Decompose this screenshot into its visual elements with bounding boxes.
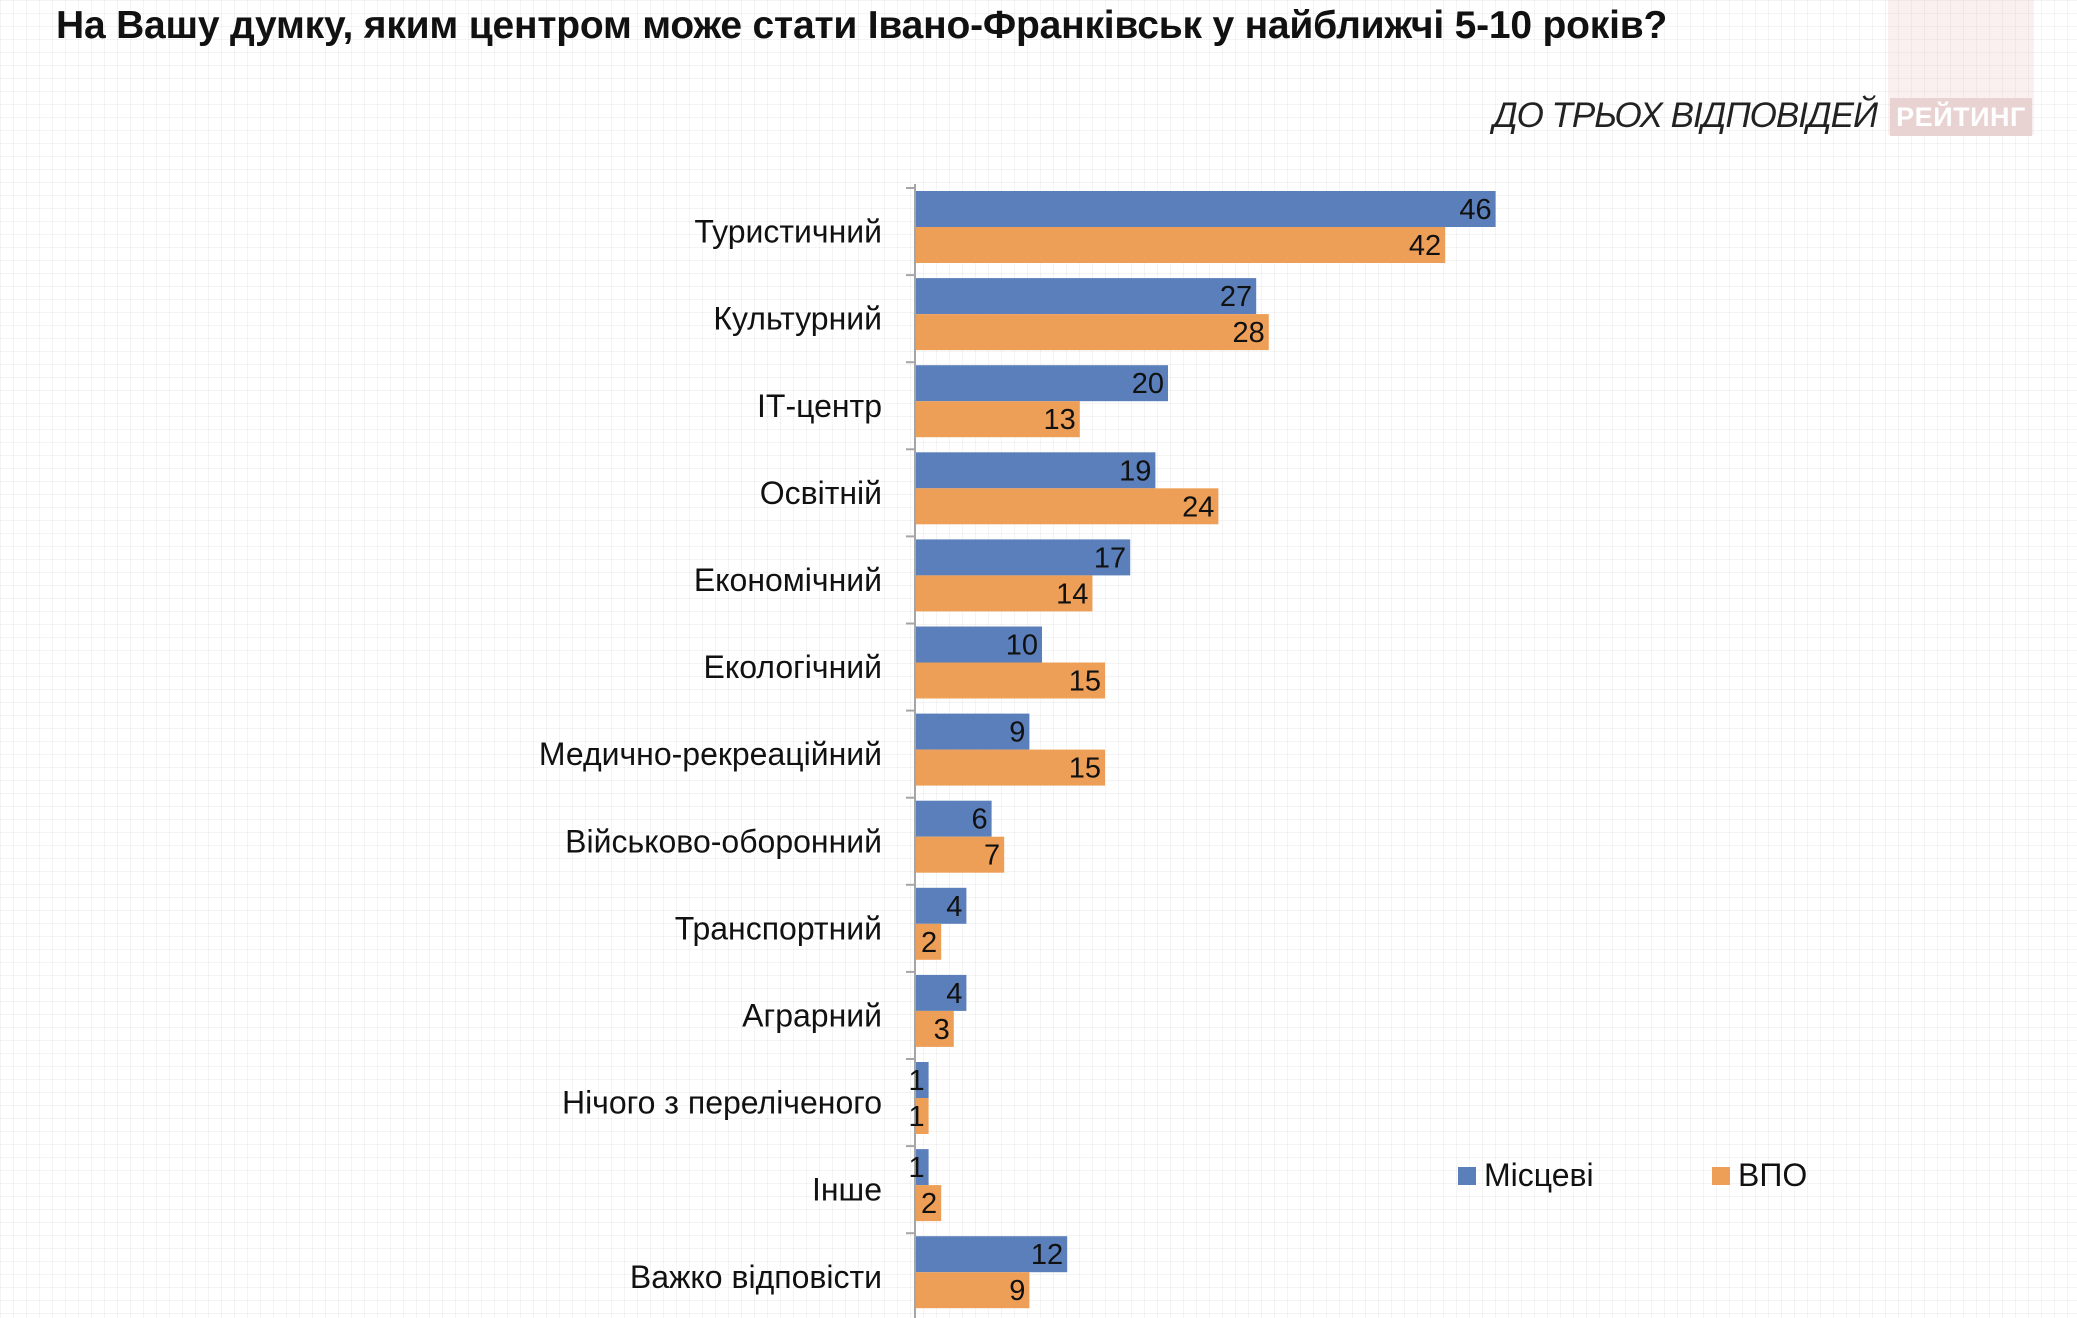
- data-label: 15: [1069, 666, 1101, 698]
- bar-idp: [916, 923, 942, 960]
- data-label: 24: [1182, 491, 1214, 523]
- data-label: 7: [984, 840, 1000, 872]
- bar-idp: [916, 227, 1446, 263]
- bar-local: [916, 539, 1131, 576]
- bar-local: [916, 191, 1496, 227]
- data-label: 42: [1409, 230, 1441, 262]
- legend-swatch-idp: [1712, 1167, 1730, 1185]
- logo-watermark: РЕЙТИНГ: [1890, 98, 2032, 136]
- data-label: 4: [946, 891, 962, 923]
- data-label: 19: [1119, 455, 1151, 487]
- bar-idp: [916, 1272, 1030, 1309]
- bar-local: [916, 626, 1042, 663]
- category-label: Туристичний: [694, 214, 882, 250]
- category-label: Медично-рекреаційний: [539, 736, 882, 772]
- category-label: Освітній: [760, 475, 882, 511]
- bar-local: [916, 713, 1030, 750]
- bar-idp: [916, 575, 1093, 612]
- data-label: 1: [908, 1101, 924, 1133]
- data-label: 46: [1459, 194, 1491, 226]
- bar-idp: [916, 1185, 942, 1222]
- category-label: Аграрний: [742, 997, 882, 1033]
- data-label: 14: [1056, 578, 1088, 610]
- legend-label-local: Місцеві: [1484, 1157, 1594, 1193]
- data-label: 13: [1044, 404, 1076, 436]
- bar-idp: [916, 488, 1219, 525]
- category-label: Економічний: [694, 562, 882, 598]
- bar-local: [916, 974, 967, 1011]
- bar-idp: [916, 662, 1105, 699]
- bar-idp: [916, 1098, 929, 1134]
- category-label: Культурний: [713, 301, 882, 337]
- data-label: 17: [1094, 542, 1126, 574]
- bar-local: [916, 1149, 929, 1186]
- legend-label-idp: ВПО: [1738, 1157, 1807, 1193]
- bar-idp: [916, 401, 1080, 438]
- category-label: Екологічний: [704, 649, 883, 685]
- data-label: 2: [921, 927, 937, 959]
- data-label: 12: [1031, 1239, 1063, 1271]
- bar-local: [916, 887, 967, 924]
- bar-idp: [916, 1010, 954, 1047]
- data-label: 9: [1009, 717, 1025, 749]
- category-label: Важко відповісти: [630, 1259, 882, 1295]
- data-label: 20: [1132, 368, 1164, 400]
- category-label: ІТ-центр: [757, 388, 882, 424]
- data-label: 27: [1220, 281, 1252, 313]
- data-label: 2: [921, 1188, 937, 1220]
- bar-local: [916, 800, 992, 837]
- bar-idp: [916, 314, 1269, 351]
- data-label: 1: [908, 1152, 924, 1184]
- data-label: 3: [934, 1014, 950, 1046]
- data-label: 10: [1006, 630, 1038, 662]
- bar-idp: [916, 836, 1005, 873]
- chart-subtitle: ДО ТРЬОХ ВІДПОВІДЕЙ: [1492, 96, 1878, 135]
- bar-local: [916, 452, 1156, 489]
- category-label: Інше: [812, 1172, 882, 1208]
- data-label: 9: [1009, 1275, 1025, 1307]
- data-label: 4: [946, 978, 962, 1010]
- data-label: 28: [1233, 317, 1265, 349]
- data-label: 6: [971, 804, 987, 836]
- category-label: Транспортний: [675, 910, 882, 946]
- chart-title: На Вашу думку, яким центром може стати І…: [56, 4, 1668, 47]
- bar-idp: [916, 749, 1105, 786]
- category-label: Нічого з переліченого: [562, 1085, 882, 1121]
- category-label: Військово-оборонний: [565, 823, 882, 859]
- data-label: 15: [1069, 753, 1101, 785]
- bar-local: [916, 365, 1168, 402]
- bar-local: [916, 1062, 929, 1098]
- bar-local: [916, 1236, 1068, 1273]
- legend-swatch-local: [1458, 1167, 1476, 1185]
- bar-local: [916, 278, 1257, 315]
- data-label: 1: [908, 1065, 924, 1097]
